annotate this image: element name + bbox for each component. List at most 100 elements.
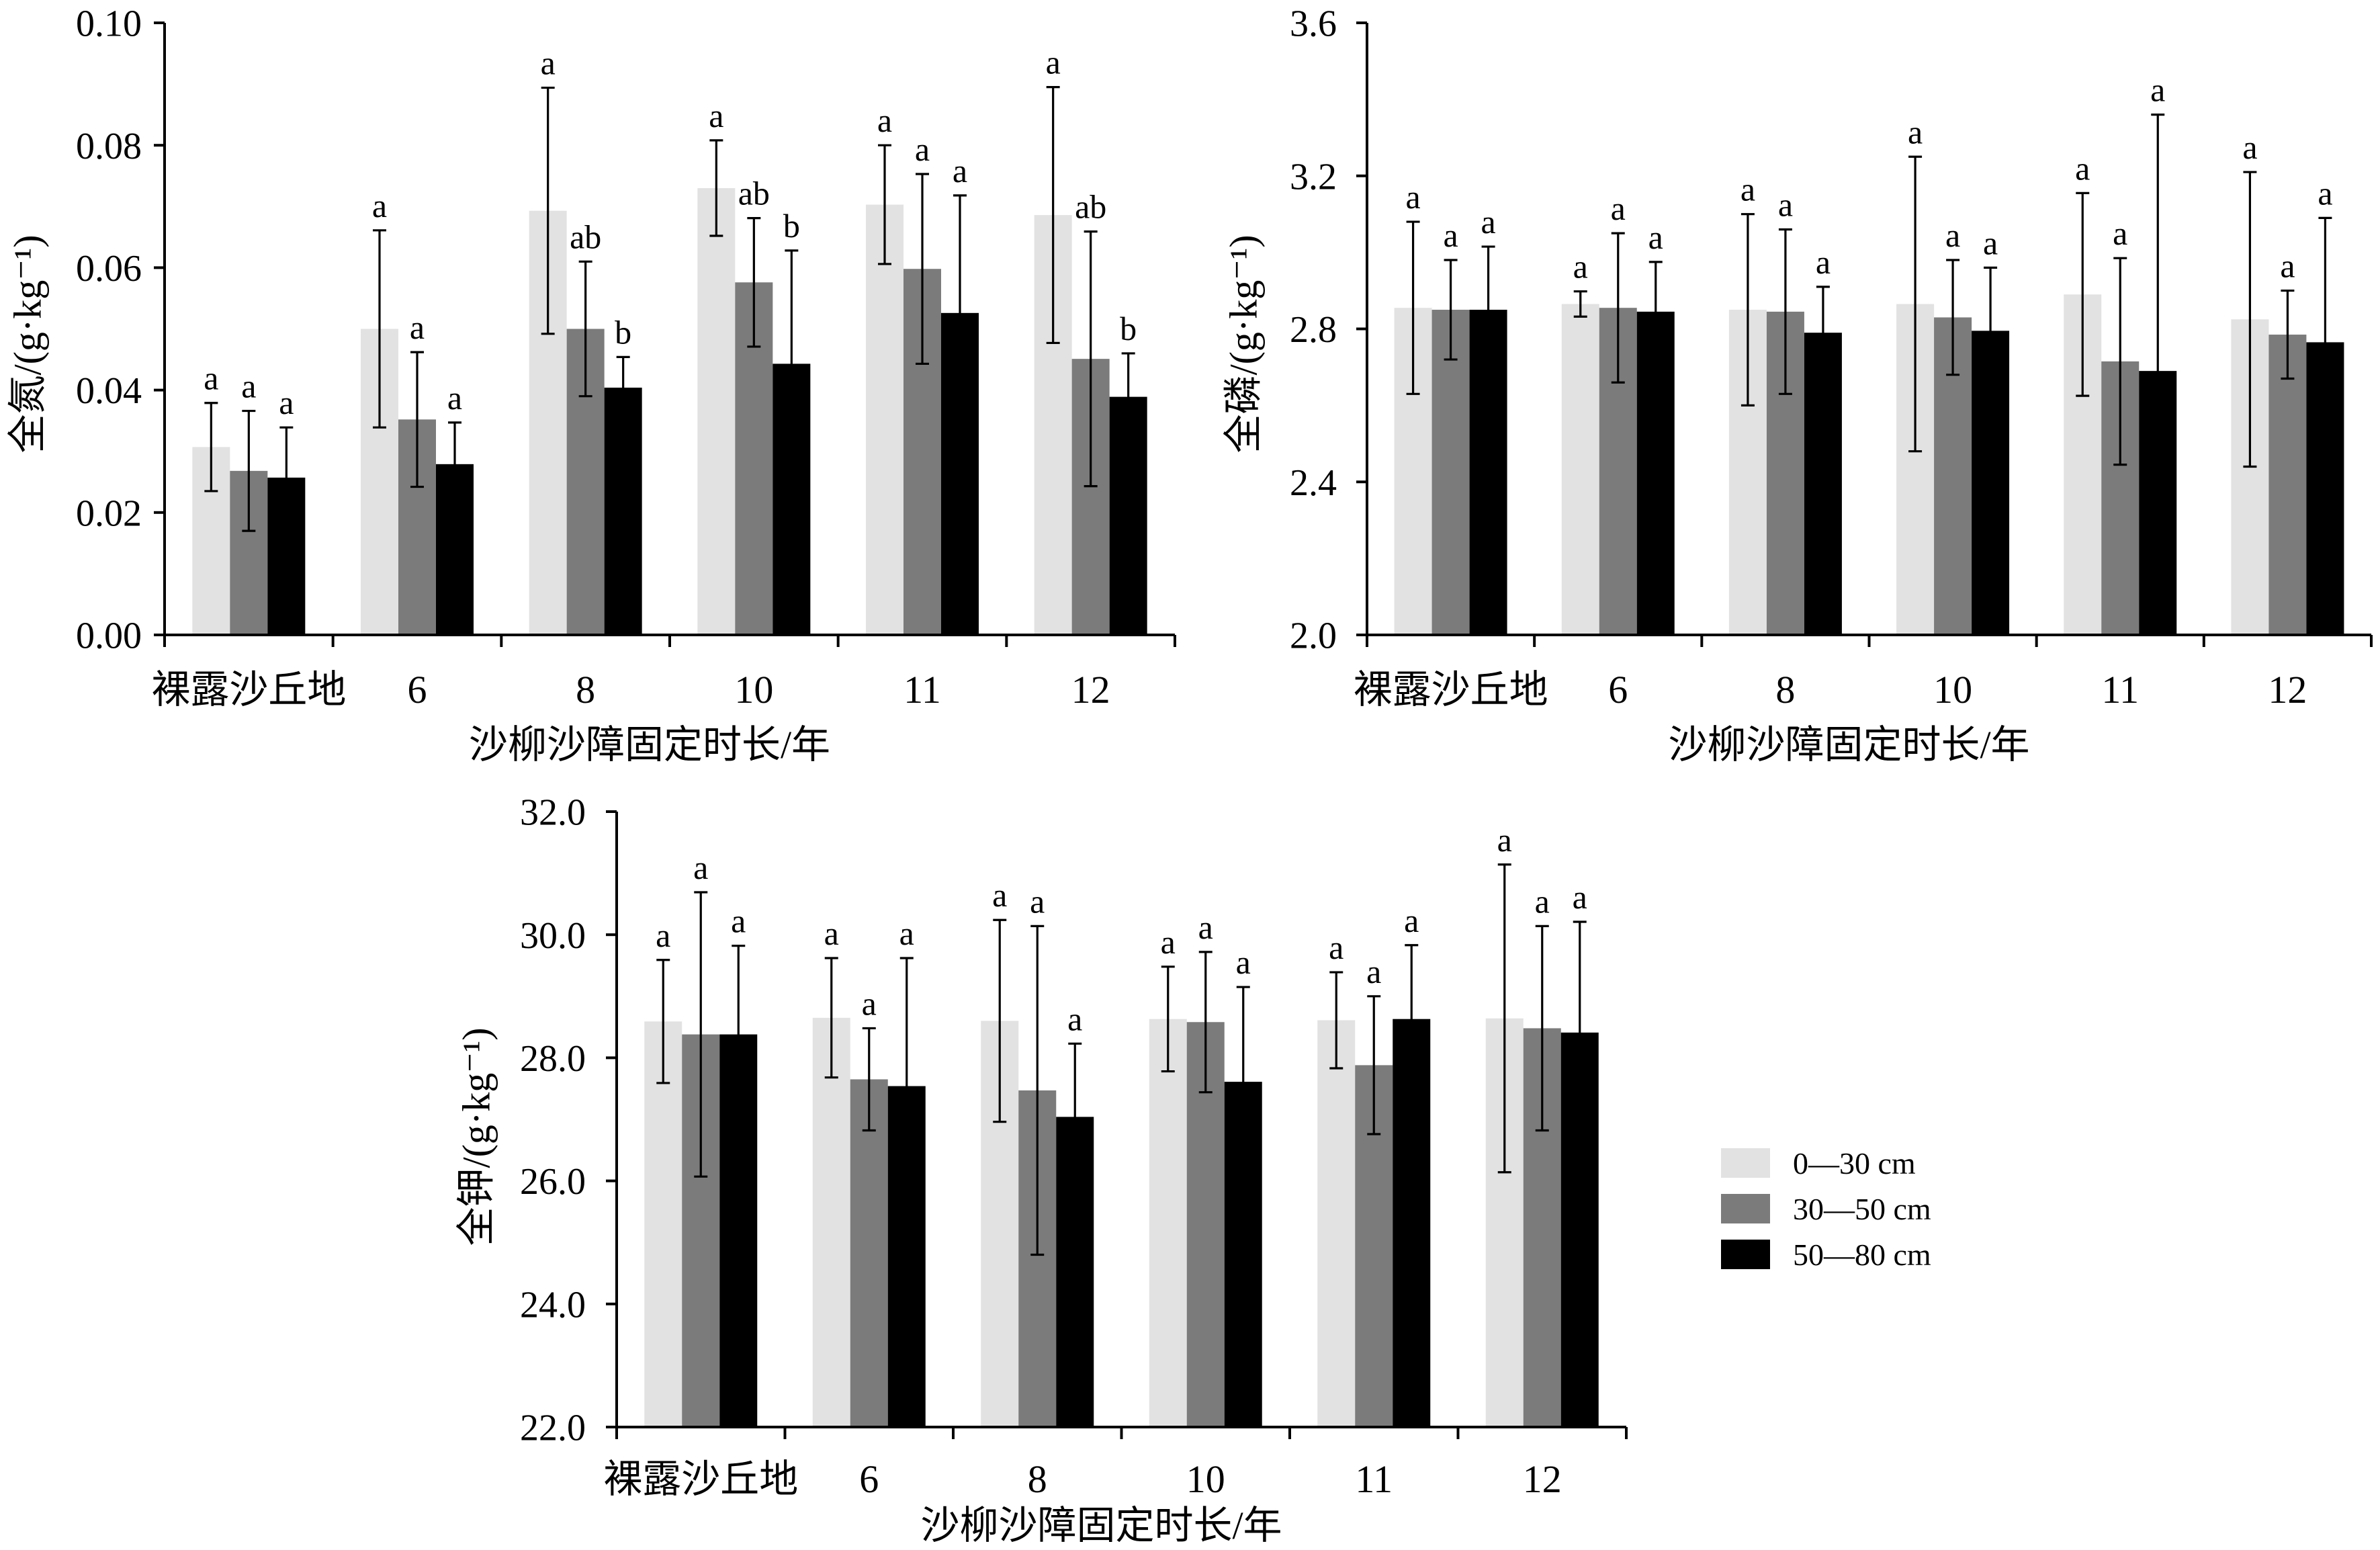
error-bar-series2-cat3 (1778, 228, 1792, 395)
y-tick-label: 2.4 (1290, 462, 1337, 504)
category-label: 6 (859, 1457, 879, 1501)
error-bar-series3-cat1 (279, 426, 294, 529)
significance-letter-series2-cat1: a (1443, 216, 1458, 254)
significance-letter-series2-cat6: a (2280, 247, 2295, 285)
significance-letter-series1-cat2: a (824, 914, 839, 952)
y-tick-label: 30.0 (520, 915, 586, 957)
significance-letter-series2-cat6: a (1535, 882, 1550, 920)
error-bar-series1-cat5 (1329, 971, 1343, 1070)
bar-series1-cat5 (866, 204, 903, 635)
significance-letter-series2-cat4: a (1945, 216, 1960, 254)
significance-letter-series2-cat5: a (915, 130, 930, 168)
y-tick-label: 24.0 (520, 1284, 586, 1326)
significance-letter-series3-cat1: a (279, 384, 294, 421)
error-bar-series1-cat1 (1406, 220, 1420, 395)
category-label: 10 (1933, 668, 1972, 712)
error-bar-series2-cat1 (694, 891, 708, 1178)
significance-letter-series1-cat3: a (1740, 171, 1755, 208)
category-label: 8 (1775, 668, 1795, 712)
significance-letter-series1-cat4: a (709, 97, 723, 134)
significance-letter-series3-cat5: a (1404, 902, 1419, 939)
category-label: 裸露沙丘地 (151, 668, 346, 712)
error-bar-series1-cat4 (1161, 965, 1175, 1073)
y-tick-label: 0.08 (76, 126, 142, 167)
error-bar-series1-cat6 (1046, 86, 1060, 345)
significance-letter-series3-cat6: b (1120, 310, 1137, 347)
y-tick-label: 0.06 (76, 248, 142, 290)
significance-letter-series1-cat6: a (1046, 44, 1061, 81)
error-bar-series3-cat6 (2318, 216, 2332, 468)
y-tick-label: 32.0 (520, 792, 586, 834)
y-tick-label: 28.0 (520, 1038, 586, 1080)
significance-letter-series1-cat5: a (2075, 149, 2090, 187)
error-bar-series3-cat4 (785, 249, 799, 478)
error-bar-series2-cat1 (1444, 259, 1458, 361)
significance-letter-series2-cat2: a (1611, 189, 1626, 227)
error-bar-series3-cat4 (1236, 986, 1250, 1178)
error-bar-series2-cat6 (2281, 289, 2295, 380)
bar-series1-cat4 (1149, 1019, 1187, 1427)
category-label: 11 (903, 668, 941, 712)
error-bar-series3-cat3 (1816, 286, 1830, 380)
significance-letter-series3-cat3: a (1067, 1000, 1082, 1037)
error-bar-series3-cat4 (1984, 266, 1998, 395)
error-bar-series3-cat2 (899, 957, 914, 1215)
significance-letter-series3-cat1: a (731, 902, 746, 940)
significance-letter-series1-cat2: a (1573, 248, 1588, 286)
error-bar-series2-cat4 (1198, 951, 1213, 1094)
error-bar-series3-cat5 (2151, 114, 2165, 629)
error-bar-series3-cat6 (1121, 352, 1135, 441)
bar-series1-cat2 (812, 1017, 850, 1427)
significance-letter-series3-cat3: b (615, 313, 631, 351)
legend-swatch-2 (1721, 1194, 1770, 1223)
significance-letter-series3-cat4: a (1983, 224, 1998, 261)
significance-letter-series2-cat4: ab (738, 175, 770, 212)
significance-letter-series3-cat4: a (1236, 943, 1251, 981)
legend-swatch-1 (1721, 1148, 1770, 1178)
significance-letter-series1-cat1: a (656, 916, 670, 954)
y-tick-label: 22.0 (520, 1408, 586, 1449)
significance-letter-series1-cat5: a (877, 101, 892, 139)
error-bar-series1-cat4 (709, 139, 723, 237)
error-bar-series2-cat3 (1030, 924, 1045, 1256)
error-bar-series1-cat6 (2243, 171, 2257, 468)
category-label: 11 (1355, 1457, 1393, 1501)
significance-letter-series1-cat1: a (1405, 178, 1420, 216)
significance-letter-series3-cat6: a (2318, 174, 2332, 212)
category-label: 8 (576, 668, 595, 712)
bar-series1-cat5 (1317, 1020, 1356, 1427)
category-label: 12 (1523, 1457, 1562, 1501)
error-bar-series1-cat2 (824, 957, 838, 1079)
error-bar-series1-cat1 (656, 959, 670, 1084)
y-axis-title: 全氮/(g·kg⁻¹) (5, 234, 49, 453)
bar-series1-cat1 (644, 1021, 682, 1427)
error-bar-series2-cat2 (1611, 232, 1625, 384)
significance-letter-series1-cat1: a (204, 359, 218, 397)
significance-letter-series2-cat4: a (1198, 908, 1213, 946)
significance-letter-series2-cat1: a (693, 849, 708, 886)
legend: 0—30 cm 30—50 cm 50—80 cm (1721, 1146, 1931, 1272)
significance-letter-series1-cat4: a (1908, 113, 1923, 150)
significance-letter-series2-cat1: a (241, 368, 256, 405)
bar-series1-cat2 (1561, 304, 1599, 635)
significance-letter-series1-cat3: a (992, 876, 1007, 914)
y-tick-label: 26.0 (520, 1161, 586, 1203)
significance-letter-series2-cat3: a (1778, 185, 1793, 223)
significance-letter-series2-cat3: ab (570, 218, 601, 255)
error-bar-series3-cat2 (448, 421, 461, 507)
category-label: 11 (2101, 668, 2139, 712)
significance-letter-series3-cat2: a (899, 914, 914, 952)
x-axis-title: 沙柳沙障固定时长/年 (469, 723, 830, 767)
error-bar-series3-cat3 (616, 355, 630, 420)
error-bar-series3-cat2 (1648, 261, 1663, 363)
y-tick-label: 3.6 (1290, 3, 1337, 45)
significance-letter-series2-cat3: a (1030, 882, 1045, 920)
error-bar-series1-cat5 (2076, 191, 2090, 397)
error-bar-series2-cat6 (1535, 924, 1549, 1132)
significance-letter-series2-cat2: a (410, 308, 425, 346)
bar-series3-cat2 (1636, 311, 1675, 635)
significance-letter-series1-cat3: a (541, 44, 556, 82)
